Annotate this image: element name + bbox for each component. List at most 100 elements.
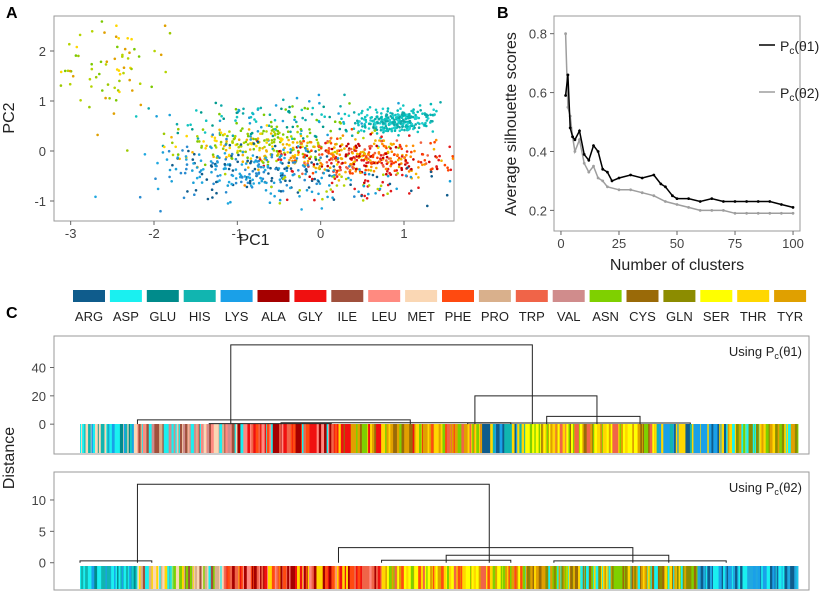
leaf-color-bar: [775, 424, 779, 453]
leaf-color-bar: [371, 566, 375, 589]
leaf-color-bar: [367, 424, 369, 453]
leaf-color-bar: [239, 566, 242, 589]
leaf-color-bar: [739, 424, 742, 453]
scatter-point: [354, 170, 358, 173]
leaf-color-bar: [616, 424, 619, 453]
leaf-color-bar: [600, 424, 602, 453]
scatter-point: [388, 182, 392, 186]
leaf-color-bar: [582, 566, 585, 589]
scatter-point: [114, 99, 118, 102]
scatter-point: [386, 110, 390, 113]
scatter-point: [355, 158, 359, 162]
scatter-point: [386, 170, 389, 173]
series-point-theta2: [687, 206, 690, 209]
scatter-point: [269, 192, 273, 195]
leaf-color-bar: [597, 566, 599, 589]
leaf-color-bar: [545, 424, 547, 453]
scatter-point: [310, 190, 314, 194]
leaf-color-bar: [724, 566, 728, 589]
leaf-color-bar: [120, 566, 123, 589]
scatter-point: [269, 166, 272, 170]
legend-swatch-phe: [442, 290, 474, 302]
leaf-color-bar: [370, 424, 373, 453]
leaf-color-bar: [590, 424, 593, 453]
leaf-color-bar: [297, 566, 301, 589]
scatter-point: [305, 170, 309, 173]
scatter-point: [226, 134, 229, 138]
leaf-color-bar: [398, 566, 402, 589]
scatter-point: [320, 113, 323, 116]
leaf-color-bar: [221, 566, 224, 589]
y-tick-label: 0: [39, 144, 46, 159]
leaf-color-bar: [796, 566, 798, 589]
scatter-point: [403, 113, 407, 117]
scatter-point: [90, 62, 93, 66]
leaf-color-bar: [682, 566, 684, 589]
scatter-point: [281, 119, 285, 123]
scatter-point: [196, 140, 199, 143]
scatter-point: [270, 176, 274, 180]
leaf-color-bar: [214, 566, 217, 589]
y-tick-label: 0.2: [529, 203, 547, 218]
leaf-color-bar: [81, 424, 83, 453]
scatter-point: [270, 153, 274, 156]
leaf-color-bar: [465, 424, 468, 453]
scatter-point: [356, 131, 360, 135]
leaf-color-bar: [750, 566, 754, 589]
leaf-color-bar: [601, 424, 604, 453]
leaf-color-bar: [251, 424, 254, 453]
scatter-point: [397, 165, 401, 169]
scatter-point: [291, 125, 295, 129]
leaf-color-bar: [606, 424, 610, 453]
leaf-color-bar: [732, 424, 736, 453]
scatter-point: [168, 168, 172, 172]
legend-swatch-leu: [368, 290, 401, 302]
scatter-point: [249, 157, 253, 160]
leaf-color-bar: [427, 566, 431, 589]
scatter-point: [88, 105, 91, 109]
scatter-point: [336, 149, 340, 153]
leaf-color-bar: [270, 566, 273, 589]
leaf-color-bar: [427, 424, 430, 453]
scatter-point: [339, 145, 342, 148]
leaf-color-bar: [631, 566, 634, 589]
legend-label-lys: LYS: [225, 309, 249, 324]
leaf-color-bar: [146, 566, 150, 589]
series-point-theta1: [710, 197, 714, 201]
scatter-point: [378, 187, 382, 191]
scatter-point: [285, 198, 289, 202]
leaf-color-bar: [364, 566, 366, 589]
leaf-color-bar: [567, 424, 569, 453]
leaf-color-bar: [267, 566, 272, 589]
scatter-point: [421, 112, 424, 115]
leaf-color-bar: [456, 424, 459, 453]
leaf-color-bar: [541, 566, 544, 589]
leaf-color-bar: [462, 566, 465, 589]
leaf-color-bar: [707, 424, 710, 453]
scatter-point: [333, 146, 336, 149]
scatter-point: [256, 130, 260, 133]
scatter-point: [360, 117, 364, 120]
scatter-point: [416, 110, 420, 114]
leaf-color-bar: [557, 424, 561, 453]
scatter-point: [113, 57, 117, 61]
leaf-color-bar: [426, 566, 428, 589]
leaf-color-bar: [361, 424, 366, 453]
series-point-theta1: [582, 153, 586, 156]
leaf-color-bar: [691, 424, 694, 453]
scatter-point: [437, 158, 441, 162]
scatter-point: [369, 159, 372, 162]
scatter-point: [360, 194, 363, 198]
leaf-color-bar: [653, 424, 655, 453]
scatter-point: [348, 102, 351, 105]
scatter-point: [342, 184, 346, 187]
leaf-color-bar: [633, 424, 637, 453]
leaf-color-bar: [498, 424, 500, 453]
leaf-color-bar: [720, 424, 722, 453]
scatter-point: [235, 115, 239, 119]
scatter-point: [288, 143, 291, 147]
scatter-point: [421, 122, 424, 125]
leaf-color-bar: [594, 424, 598, 453]
leaf-color-bar: [266, 424, 268, 453]
scatter-point: [320, 207, 324, 210]
